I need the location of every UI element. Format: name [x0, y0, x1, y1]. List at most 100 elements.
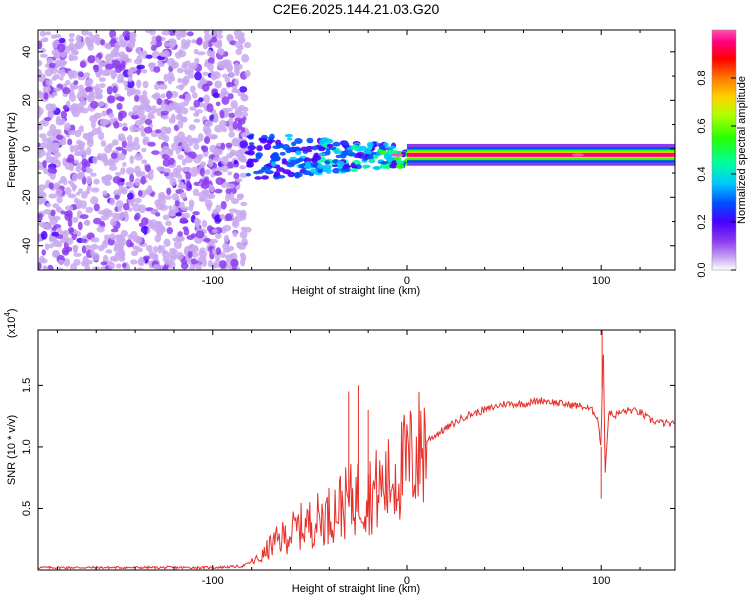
noise-blob: [240, 111, 249, 118]
noise-blob: [163, 73, 169, 83]
noise-blob: [114, 194, 120, 200]
noise-blob: [186, 134, 193, 143]
noise-blob: [69, 144, 75, 153]
noise-blob: [45, 31, 52, 36]
noise-blob: [212, 228, 218, 234]
noise-blob: [68, 37, 75, 43]
noise-blob: [113, 234, 123, 241]
noise-blob: [137, 171, 146, 176]
noise-blob: [68, 42, 75, 52]
signal-blob: [262, 166, 272, 171]
noise-blob: [240, 132, 248, 138]
noise-blob: [104, 53, 114, 62]
noise-blob: [118, 34, 124, 44]
noise-blob: [118, 255, 126, 262]
noise-blob: [100, 261, 108, 266]
noise-blob: [220, 91, 230, 96]
noise-blob: [50, 209, 56, 217]
noise-blob: [45, 151, 52, 160]
noise-blob: [82, 132, 89, 140]
noise-blob: [189, 85, 196, 93]
noise-blob: [145, 105, 153, 113]
noise-blob: [118, 110, 127, 119]
noise-blob: [100, 69, 110, 77]
noise-blob: [38, 124, 44, 131]
noise-blob: [114, 251, 120, 260]
signal-blob: [303, 164, 313, 170]
noise-blob: [188, 265, 196, 270]
noise-blob: [63, 258, 71, 267]
noise-blob: [38, 40, 43, 50]
noise-blob: [140, 132, 146, 137]
colorbar-tick-label: 0.6: [696, 118, 708, 133]
noise-blob: [233, 137, 238, 147]
noise-blob: [115, 171, 122, 176]
noise-blob: [95, 57, 100, 63]
noise-blob: [122, 126, 129, 132]
noise-blob: [144, 118, 153, 125]
noise-blob: [206, 49, 213, 57]
signal-blob: [396, 159, 402, 165]
noise-blob: [38, 255, 46, 264]
noise-blob: [108, 162, 117, 167]
noise-blob: [93, 178, 100, 185]
noise-blob: [239, 230, 248, 239]
noise-blob: [46, 140, 53, 150]
snr-scale-close: ): [6, 308, 18, 312]
noise-blob: [106, 85, 113, 95]
noise-blob: [235, 48, 242, 56]
noise-blob: [209, 238, 219, 244]
noise-blob: [161, 249, 168, 255]
noise-blob: [135, 267, 144, 270]
noise-blob: [182, 226, 189, 231]
noise-blob: [109, 233, 116, 241]
noise-blob: [42, 160, 47, 168]
noise-blob: [73, 80, 79, 86]
noise-blob: [92, 252, 100, 262]
noise-blob: [234, 66, 240, 75]
noise-blob: [68, 53, 74, 62]
signal-blob: [355, 151, 365, 157]
noise-blob: [41, 137, 51, 143]
noise-blob: [230, 258, 239, 268]
noise-blob: [175, 136, 181, 142]
signal-blob: [389, 145, 396, 150]
noise-blob: [72, 184, 78, 190]
noise-blob: [52, 215, 61, 221]
noise-blob: [227, 93, 234, 100]
noise-blob: [58, 37, 66, 44]
signal-blob: [266, 139, 276, 143]
noise-blob: [168, 260, 176, 269]
noise-blob: [195, 263, 202, 270]
noise-blob: [54, 128, 62, 136]
noise-blob: [176, 67, 184, 74]
signal-blob: [318, 152, 326, 157]
noise-blob: [186, 31, 194, 37]
colorbar-gradient: [711, 29, 737, 271]
noise-blob: [168, 251, 176, 260]
noise-blob: [180, 167, 189, 173]
noise-blob: [52, 203, 60, 209]
noise-blob: [86, 132, 95, 137]
signal-blob: [344, 167, 351, 173]
noise-blob: [60, 110, 68, 119]
noise-blob: [65, 79, 71, 86]
noise-blob: [210, 30, 217, 37]
colorbar: 0.0 0.2 0.4 0.6 0.8 Normalized spectral ampl…: [696, 29, 748, 278]
noise-blob: [195, 230, 205, 239]
noise-blob: [122, 162, 127, 167]
noise-blob: [38, 69, 41, 76]
noise-blob: [178, 181, 185, 189]
noise-blob: [143, 174, 152, 179]
noise-blob: [101, 240, 108, 249]
noise-blob: [102, 190, 108, 197]
noise-blob: [235, 178, 243, 183]
noise-blob: [108, 157, 117, 163]
noise-blob: [103, 158, 109, 167]
noise-blob: [166, 227, 174, 235]
noise-blob: [182, 61, 187, 68]
y-tick-label: -40: [21, 238, 33, 254]
noise-blob: [177, 231, 184, 237]
spectrogram-xlabel: Height of straight line (km): [292, 285, 420, 297]
signal-blob: [271, 156, 280, 162]
